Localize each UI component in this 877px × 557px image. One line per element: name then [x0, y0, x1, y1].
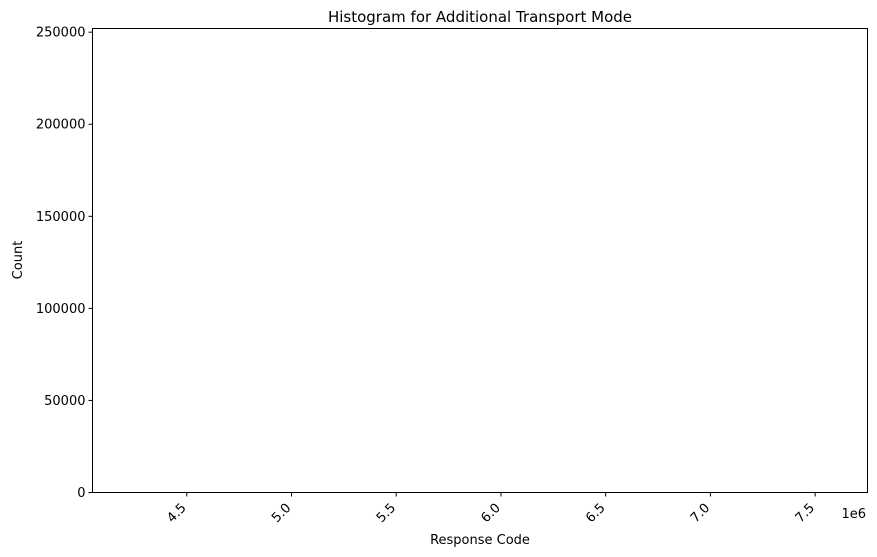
- x-tick-label: 7.0: [688, 501, 713, 526]
- x-tick-label: 4.5: [164, 501, 189, 526]
- y-tick-label: 100000: [36, 302, 86, 317]
- chart-title: Histogram for Additional Transport Mode: [328, 8, 632, 26]
- x-tick-label: 5.0: [269, 501, 294, 526]
- y-tick-label: 250000: [36, 26, 86, 41]
- y-axis-ticks: 0 50000 100000 150000 200000 250000: [36, 26, 93, 501]
- plot-area: [92, 28, 868, 493]
- y-tick-label: 150000: [36, 210, 86, 225]
- x-tick-label: 6.0: [479, 501, 504, 526]
- x-axis-title: Response Code: [430, 533, 530, 548]
- x-tick-label: 7.5: [793, 501, 818, 526]
- y-axis-title: Count: [11, 241, 26, 280]
- y-tick-label: 0: [77, 486, 85, 501]
- x-offset-label: 1e6: [841, 507, 866, 522]
- x-tick-label: 6.5: [583, 501, 608, 526]
- y-tick-label: 50000: [44, 394, 85, 409]
- y-tick-label: 200000: [36, 118, 86, 133]
- x-axis-ticks: 4.5 5.0 5.5 6.0 6.5 7.0 7.5: [164, 492, 818, 526]
- x-tick-label: 5.5: [374, 501, 399, 526]
